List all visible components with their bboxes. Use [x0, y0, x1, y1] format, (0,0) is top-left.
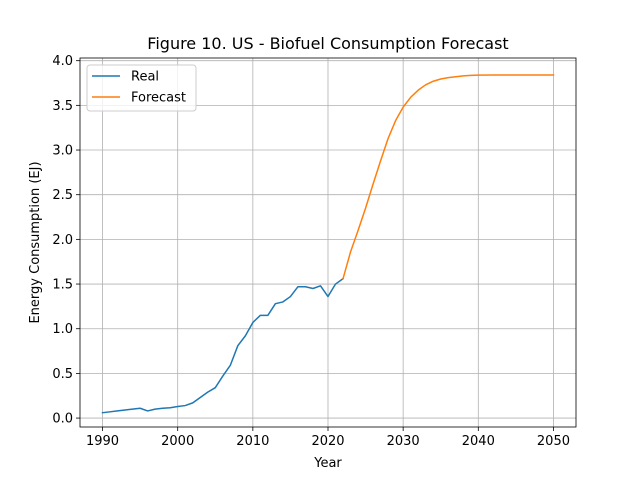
x-tick-label: 2000	[161, 434, 194, 449]
x-tick-label: 1990	[86, 434, 119, 449]
legend-label-real: Real	[131, 70, 159, 85]
x-tick-label: 2030	[387, 434, 420, 449]
x-axis-label: Year	[313, 456, 342, 471]
y-tick-label: 0.0	[52, 412, 73, 427]
series-line-forecast	[342, 74, 555, 280]
legend-label-forecast: Forecast	[131, 91, 186, 106]
y-tick-label: 4.0	[52, 54, 73, 69]
x-tick-label: 2020	[311, 434, 344, 449]
y-tick-label: 1.5	[52, 278, 73, 293]
y-axis-ticks: 0.0 0.5 1.0 1.5 2.0 2.5 3.0 3.5 4.0	[52, 54, 80, 427]
y-tick-label: 2.5	[52, 188, 73, 203]
x-tick-label: 2040	[462, 434, 495, 449]
y-tick-label: 0.5	[52, 367, 73, 382]
chart-title: Figure 10. US - Biofuel Consumption Fore…	[147, 34, 508, 53]
x-axis-ticks: 1990 2000 2010 2020 2030 2040 2050	[86, 427, 570, 449]
y-axis-label: Energy Consumption (EJ)	[28, 161, 43, 323]
y-tick-label: 3.5	[52, 99, 73, 114]
series-layer	[101, 74, 555, 414]
y-tick-label: 1.0	[52, 322, 73, 337]
x-tick-label: 2010	[236, 434, 269, 449]
y-tick-label: 2.0	[52, 233, 73, 248]
legend: Real Forecast	[86, 64, 197, 112]
series-line-real	[101, 277, 345, 414]
x-tick-label: 2050	[537, 434, 570, 449]
y-tick-label: 3.0	[52, 144, 73, 159]
grid	[80, 58, 576, 427]
